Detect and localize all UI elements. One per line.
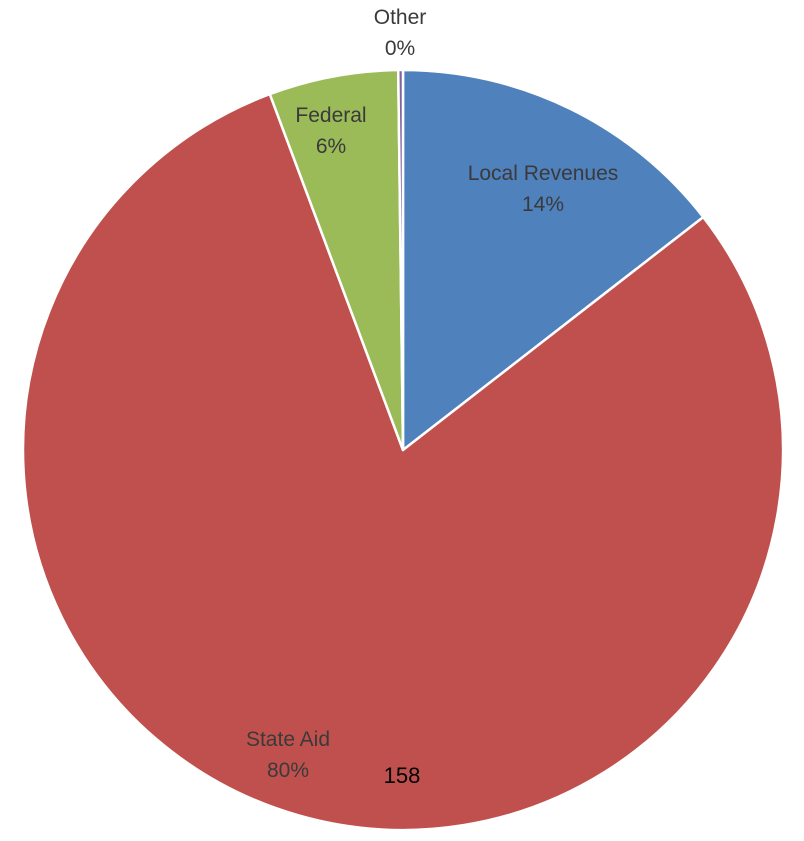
pie-label-federal: Federal <box>295 104 366 127</box>
pie-label-other: Other <box>374 6 427 29</box>
pie-value-label-federal: 6% <box>316 135 346 158</box>
pie-value-label-local-revenues: 14% <box>522 193 564 216</box>
pie-value-label-state-aid: 80% <box>267 759 309 782</box>
pie-slice-federal <box>268 68 405 452</box>
pie-slice-local-revenues <box>401 68 705 452</box>
pie-slices <box>21 68 785 832</box>
pie-labels: Local Revenues 14% State Aid 80% Federal 6% Ot… <box>246 6 618 782</box>
page-number: 158 <box>384 763 421 788</box>
pie-value-label-other: 0% <box>385 37 415 60</box>
pie-slice-other <box>396 68 405 452</box>
pie-label-local-revenues: Local Revenues <box>468 162 619 185</box>
pie-label-state-aid: State Aid <box>246 728 330 751</box>
pie-slice-state-aid <box>21 92 785 832</box>
